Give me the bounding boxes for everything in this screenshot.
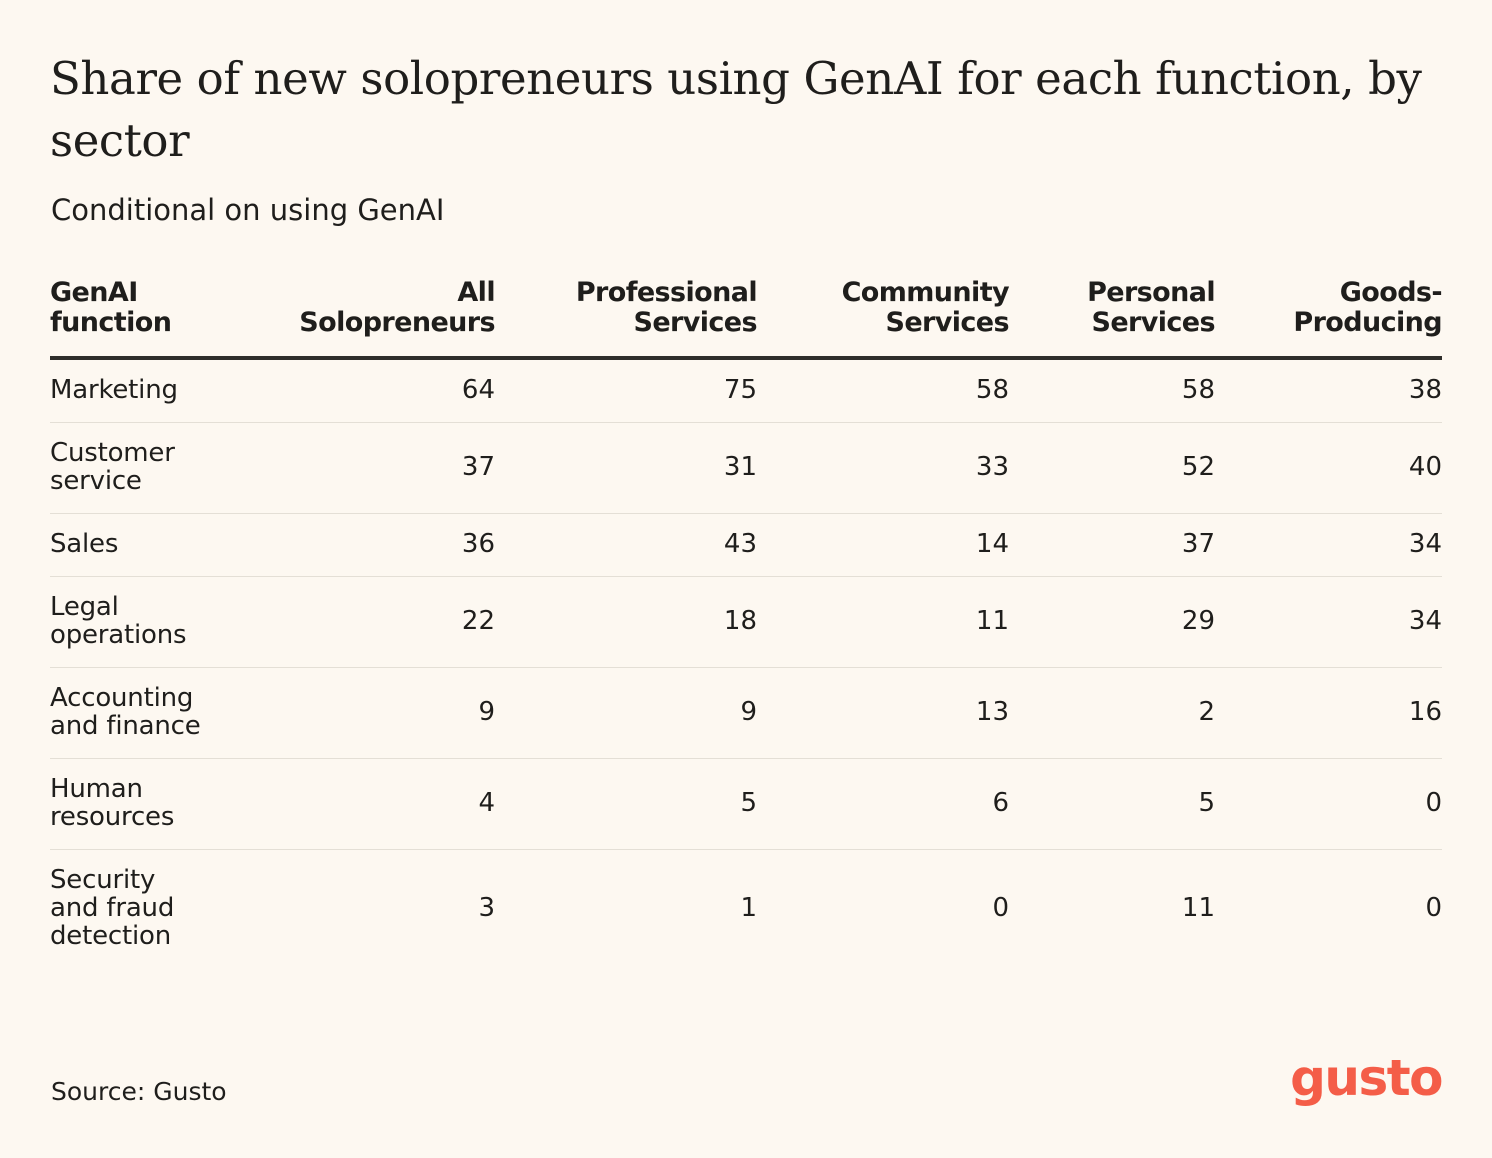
- row-label: Sales: [50, 513, 250, 577]
- table-cell: 9: [250, 667, 495, 759]
- source-note: Source: Gusto: [51, 1077, 227, 1106]
- table-row: Legal operations 22 18 11 29 34: [50, 576, 1442, 668]
- table-cell: 14: [757, 513, 1009, 577]
- column-header-line: Goods-: [1339, 277, 1443, 308]
- table-cell: 0: [992, 893, 1009, 923]
- table-row: Sales 36 43 14 37 34: [50, 513, 1442, 577]
- table-cell: 43: [495, 513, 757, 577]
- column-header-line: Personal: [1087, 277, 1216, 308]
- column-header-line: Services: [1091, 307, 1215, 338]
- table-cell: 34: [1215, 576, 1442, 668]
- row-label: Legal operations: [50, 576, 250, 668]
- chart-subtitle: Conditional on using GenAI: [51, 193, 445, 227]
- table-row: Security and fraud detection 3 1 0 11 0: [50, 850, 1442, 969]
- gusto-logo: gusto: [1290, 1049, 1443, 1107]
- table-cell: 16: [1215, 667, 1442, 759]
- table-cell: 9: [495, 667, 757, 759]
- table-cell: 29: [1009, 576, 1215, 668]
- table-row: Customer service 37 31 33 52 40: [50, 422, 1442, 514]
- table-cell: 37: [1009, 513, 1215, 577]
- table-cell: 37: [250, 422, 495, 514]
- table-cell: 4: [250, 758, 495, 850]
- table-cell: 22: [250, 576, 495, 668]
- column-header-line: Services: [885, 307, 1009, 338]
- table-cell: 2: [1009, 667, 1215, 759]
- table-row: Human resources 4 5 6 5 0: [50, 758, 1442, 850]
- row-label: Human resources: [50, 758, 250, 850]
- column-header-line: Producing: [1293, 307, 1442, 338]
- table-cell: 1: [740, 893, 757, 923]
- table-cell: 36: [250, 513, 495, 577]
- table-row: Marketing 64 75 58 58 38: [50, 358, 1442, 423]
- row-label: Security and fraud detection: [50, 865, 175, 951]
- table-cell: 58: [1009, 358, 1215, 423]
- table-cell: 52: [1009, 422, 1215, 514]
- column-header-all-solopreneurs: All Solopreneurs: [250, 276, 496, 360]
- row-label: Marketing: [50, 358, 250, 423]
- table-cell: 11: [1181, 893, 1215, 923]
- row-label: Accounting and finance: [50, 667, 250, 759]
- table-row: Accounting and finance 9 9 13 2 16: [50, 667, 1442, 759]
- table-cell: 58: [757, 358, 1009, 423]
- table-cell: 13: [757, 667, 1009, 759]
- table-cell: 31: [495, 422, 757, 514]
- chart-title: Share of new solopreneurs using GenAI fo…: [50, 52, 1422, 167]
- column-header-line: Solopreneurs: [299, 307, 495, 338]
- table-cell: 0: [1425, 893, 1442, 923]
- table-cell: 18: [495, 576, 757, 668]
- column-header-line: All: [457, 277, 495, 308]
- table-cell: 5: [495, 758, 757, 850]
- table-cell: 64: [250, 358, 495, 423]
- table-cell: 0: [1215, 758, 1442, 850]
- table-cell: 3: [478, 893, 495, 923]
- table-cell: 38: [1215, 358, 1442, 423]
- table-cell: 5: [1009, 758, 1215, 850]
- column-header-professional-services: Professional Services: [495, 276, 758, 360]
- column-header-line: Services: [633, 307, 757, 338]
- header-row: GenAI function All Solopreneurs Professi…: [50, 276, 1443, 360]
- table-cell: 40: [1215, 422, 1442, 514]
- table-cell: 34: [1215, 513, 1442, 577]
- column-header-genai-function: GenAI function: [50, 276, 250, 360]
- column-header-line: Professional: [575, 277, 758, 308]
- column-header-line: function: [50, 307, 172, 338]
- table-cell: 6: [757, 758, 1009, 850]
- table-cell: 33: [757, 422, 1009, 514]
- data-table: GenAI function All Solopreneurs Professi…: [50, 276, 1443, 969]
- column-header-goods-producing: Goods- Producing: [1215, 276, 1443, 360]
- column-header-community-services: Community Services: [757, 276, 1010, 360]
- row-label: Customer service: [50, 422, 250, 514]
- column-header-line: GenAI: [50, 277, 138, 308]
- column-header-line: Community: [841, 277, 1010, 308]
- table-cell: 75: [495, 358, 757, 423]
- column-header-personal-services: Personal Services: [1009, 276, 1216, 360]
- table-cell: 11: [757, 576, 1009, 668]
